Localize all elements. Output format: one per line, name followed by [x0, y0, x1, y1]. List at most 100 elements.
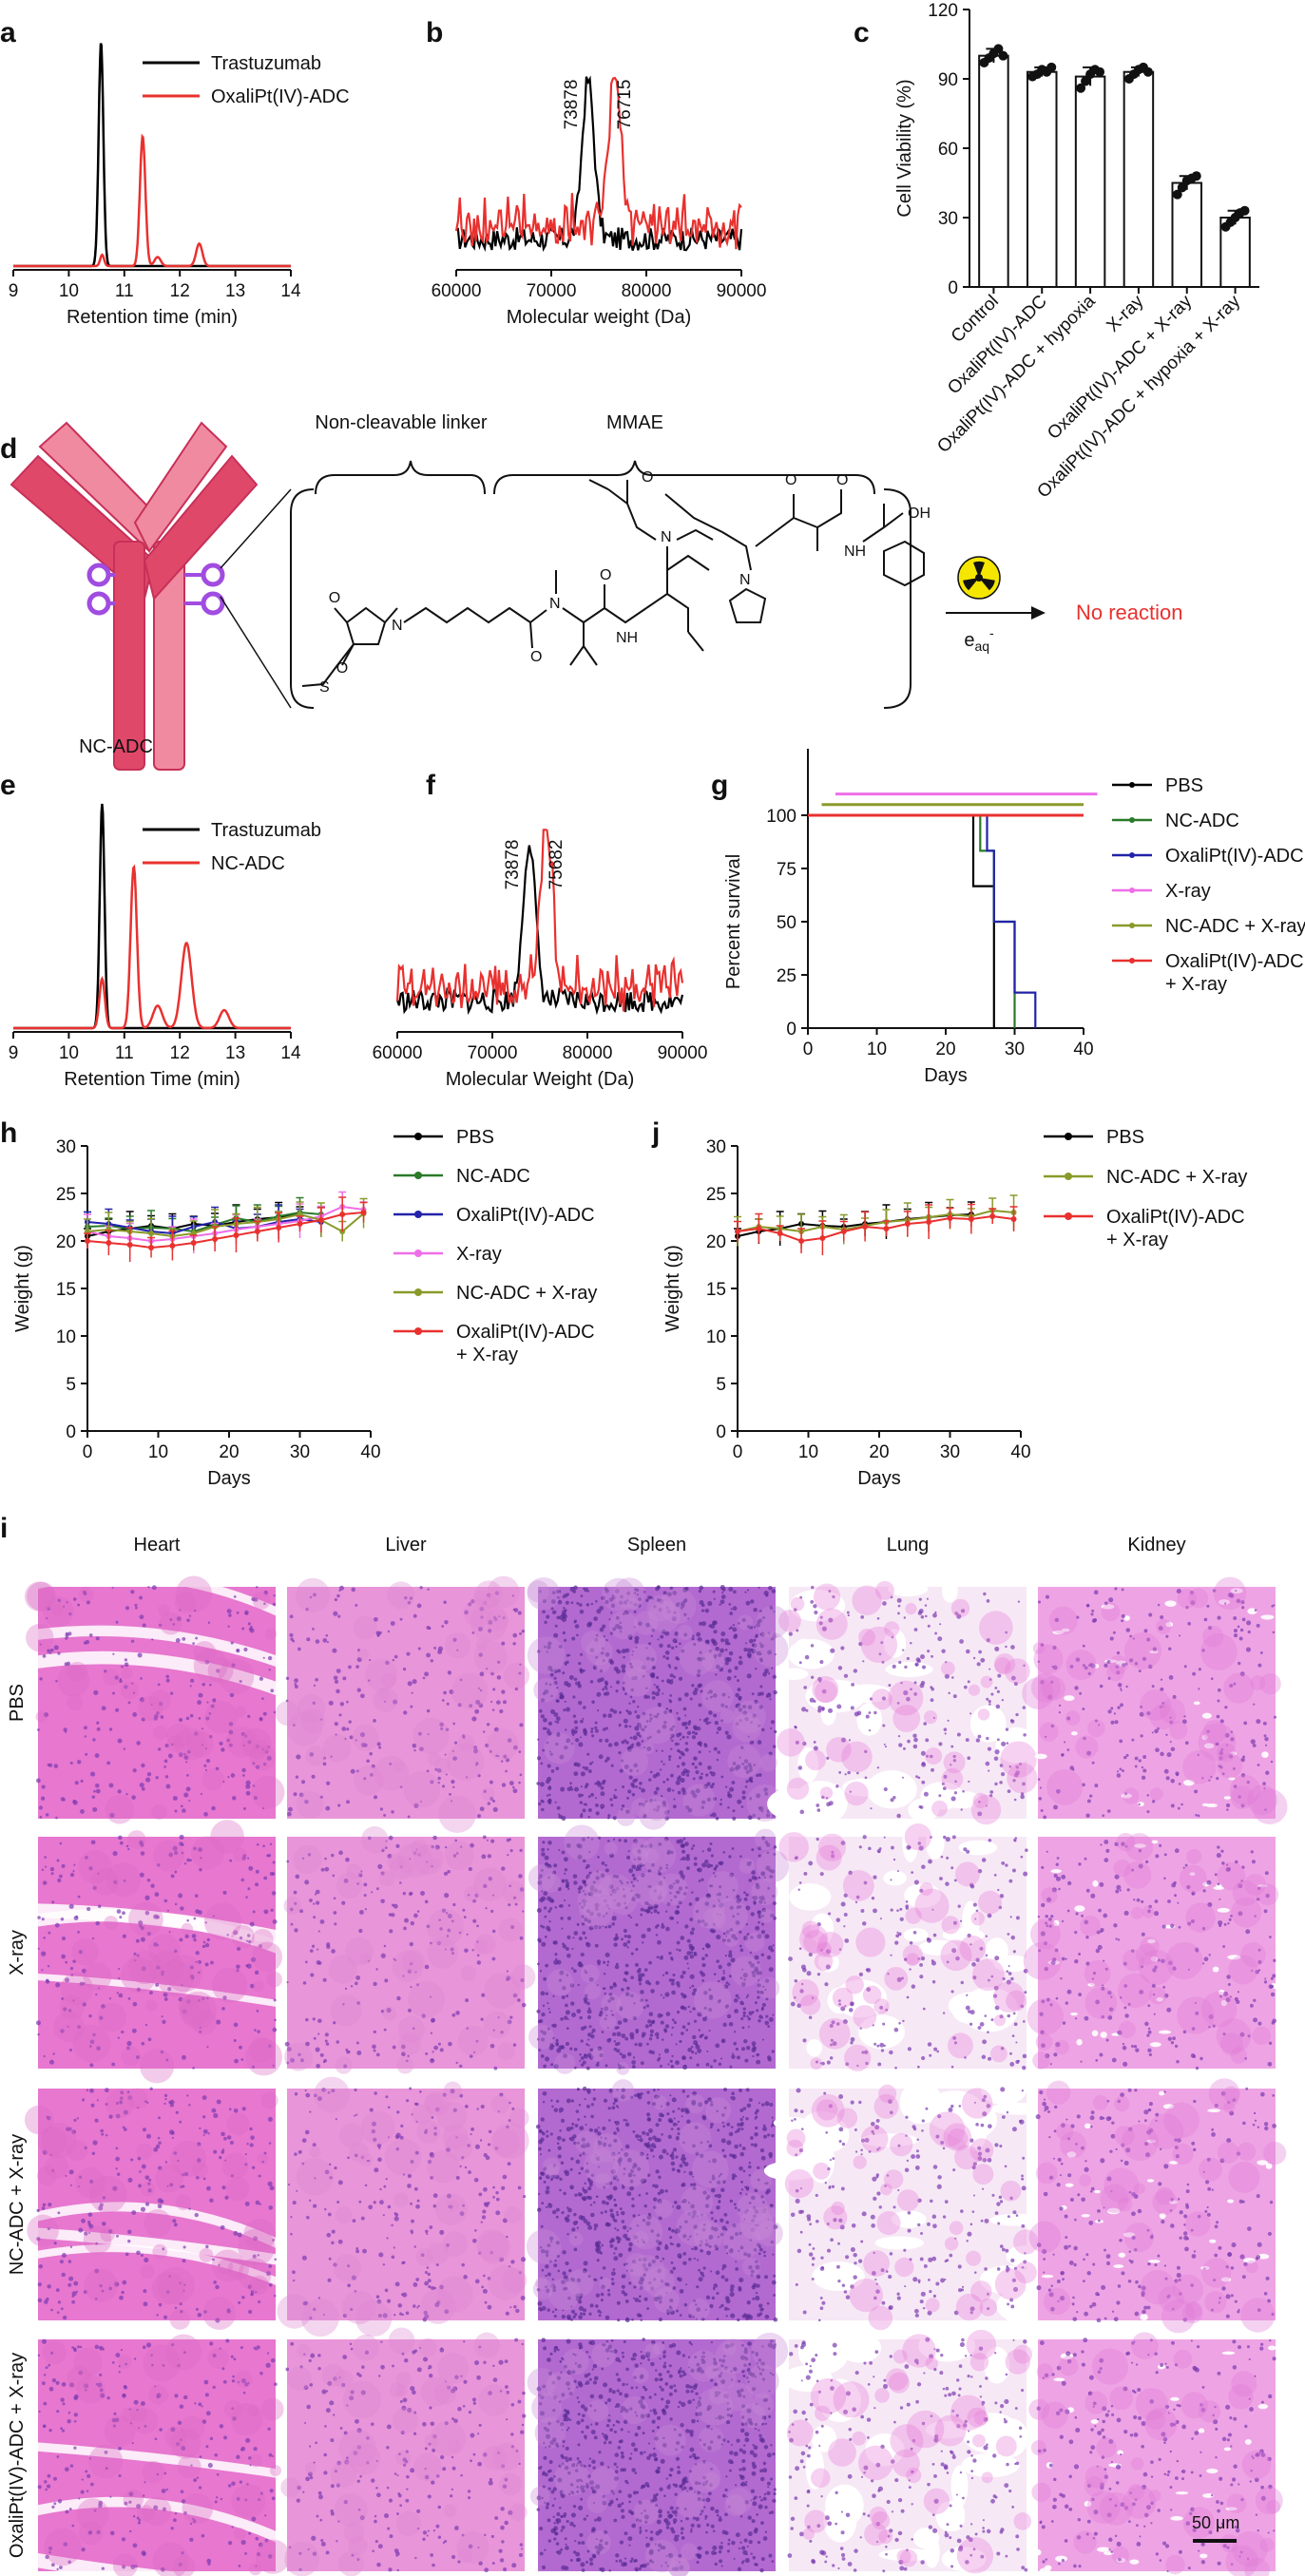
histology-tubule [1134, 1843, 1146, 1848]
histology-nucleus [799, 1595, 803, 1599]
histology-nucleus [930, 1836, 932, 1839]
histology-nucleus [755, 1925, 760, 1931]
histology-nucleus [742, 2007, 746, 2011]
histology-nucleus [843, 1912, 848, 1917]
histology-nucleus [332, 1648, 337, 1653]
histology-nucleus [547, 2007, 550, 2011]
histology-nucleus [1040, 1643, 1045, 1647]
histology-nucleus [657, 1729, 661, 1734]
histology-nucleus [431, 1844, 434, 1849]
histology-nucleus [767, 1886, 771, 1890]
histology-nucleus [630, 1952, 634, 1956]
histology-nucleus [316, 2063, 321, 2069]
histology-nucleus [1023, 1871, 1028, 1877]
histology-nucleus [146, 1772, 152, 1777]
histology-nucleus [638, 1977, 643, 1982]
histology-nucleus [734, 1937, 739, 1941]
histology-nucleus [751, 1870, 756, 1875]
histology-texture [1198, 1723, 1237, 1762]
histology-tubule [1193, 1701, 1200, 1706]
histology-nucleus [205, 1716, 210, 1721]
histology-texture [204, 1700, 238, 1734]
histology-nucleus [574, 1726, 579, 1730]
histology-nucleus [123, 1747, 125, 1750]
histology-nucleus [554, 1624, 558, 1628]
histology-texture [427, 1752, 441, 1766]
histology-nucleus [1099, 1684, 1103, 1689]
j-point [1010, 1216, 1017, 1222]
histology-nucleus [226, 1738, 231, 1743]
histology-nucleus [1022, 1782, 1026, 1786]
histology-nucleus [1092, 1972, 1097, 1975]
histology-nucleus [756, 1651, 761, 1656]
histology-nucleus [543, 2064, 547, 2069]
histology-nucleus [708, 1988, 712, 1992]
histology-nucleus [76, 1760, 82, 1765]
histology-nucleus [1243, 1721, 1248, 1726]
histology-nucleus [636, 1705, 640, 1708]
histology-nucleus [675, 1656, 679, 1660]
histology-nucleus [587, 2052, 592, 2058]
histology-nucleus [996, 1738, 1000, 1742]
histology-nucleus [486, 1723, 490, 1727]
histology-nucleus [441, 1908, 447, 1913]
histology-texture [378, 1870, 395, 1887]
histology-nucleus [613, 2040, 617, 2043]
histology-nucleus [724, 1648, 728, 1651]
histology-nucleus [927, 2042, 932, 2047]
histology-texture [305, 1746, 326, 1766]
histology-nucleus [770, 1913, 775, 1918]
histology-nucleus [1201, 1777, 1204, 1780]
histology-nucleus [1053, 2052, 1058, 2057]
histology-nucleus [698, 1703, 702, 1708]
histology-nucleus [553, 1632, 559, 1638]
histology-nucleus [182, 1636, 186, 1641]
histology-nucleus [36, 1778, 41, 1784]
histology-texture [631, 1839, 651, 1859]
histology-nucleus [962, 1789, 965, 1793]
histology-texture [484, 1973, 521, 2010]
histology-nucleus [518, 1750, 522, 1754]
histology-nucleus [518, 1781, 521, 1784]
histology-nucleus [681, 1970, 686, 1975]
histology-texture [902, 1944, 923, 1965]
histology-nucleus [891, 1635, 894, 1639]
histology-nucleus [591, 1700, 595, 1704]
histology-nucleus [655, 1808, 660, 1812]
histology-nucleus [170, 1743, 174, 1746]
histology-nucleus [880, 2049, 885, 2052]
histology-nucleus [704, 1954, 709, 1957]
histology-nucleus [795, 1856, 798, 1860]
histology-nucleus [339, 1702, 345, 1707]
histology-nucleus [255, 1765, 260, 1769]
histology-nucleus [577, 1843, 583, 1849]
histology-nucleus [1009, 1719, 1013, 1723]
histology-nucleus [1022, 2020, 1026, 2023]
histology-nucleus [635, 1646, 638, 1649]
histology-nucleus [614, 1788, 618, 1792]
histology-nucleus [803, 1871, 808, 1876]
histology-texture [148, 1934, 182, 1967]
histology-texture [905, 1907, 922, 1924]
histology-nucleus [615, 1680, 621, 1685]
histology-nucleus [322, 1977, 327, 1982]
histology-texture [1075, 1735, 1099, 1759]
histology-nucleus [509, 1838, 512, 1841]
histology-nucleus [544, 1645, 547, 1649]
histology-texture [299, 1708, 326, 1734]
histology-nucleus [788, 1956, 793, 1961]
histology-nucleus [181, 1851, 184, 1855]
histology-nucleus [174, 1870, 178, 1874]
histology-nucleus [111, 1587, 114, 1590]
histology-nucleus [1046, 1850, 1048, 1853]
histology-nucleus [289, 1614, 294, 1619]
j-point [926, 1219, 932, 1225]
histology-nucleus [178, 1893, 183, 1899]
histology-texture [365, 1658, 397, 1691]
histology-nucleus [969, 2022, 973, 2026]
histology-nucleus [570, 1967, 574, 1970]
histology-nucleus [1194, 1789, 1199, 1794]
histology-nucleus [604, 1685, 608, 1689]
histology-nucleus [975, 1957, 980, 1962]
histology-texture [140, 2049, 175, 2084]
